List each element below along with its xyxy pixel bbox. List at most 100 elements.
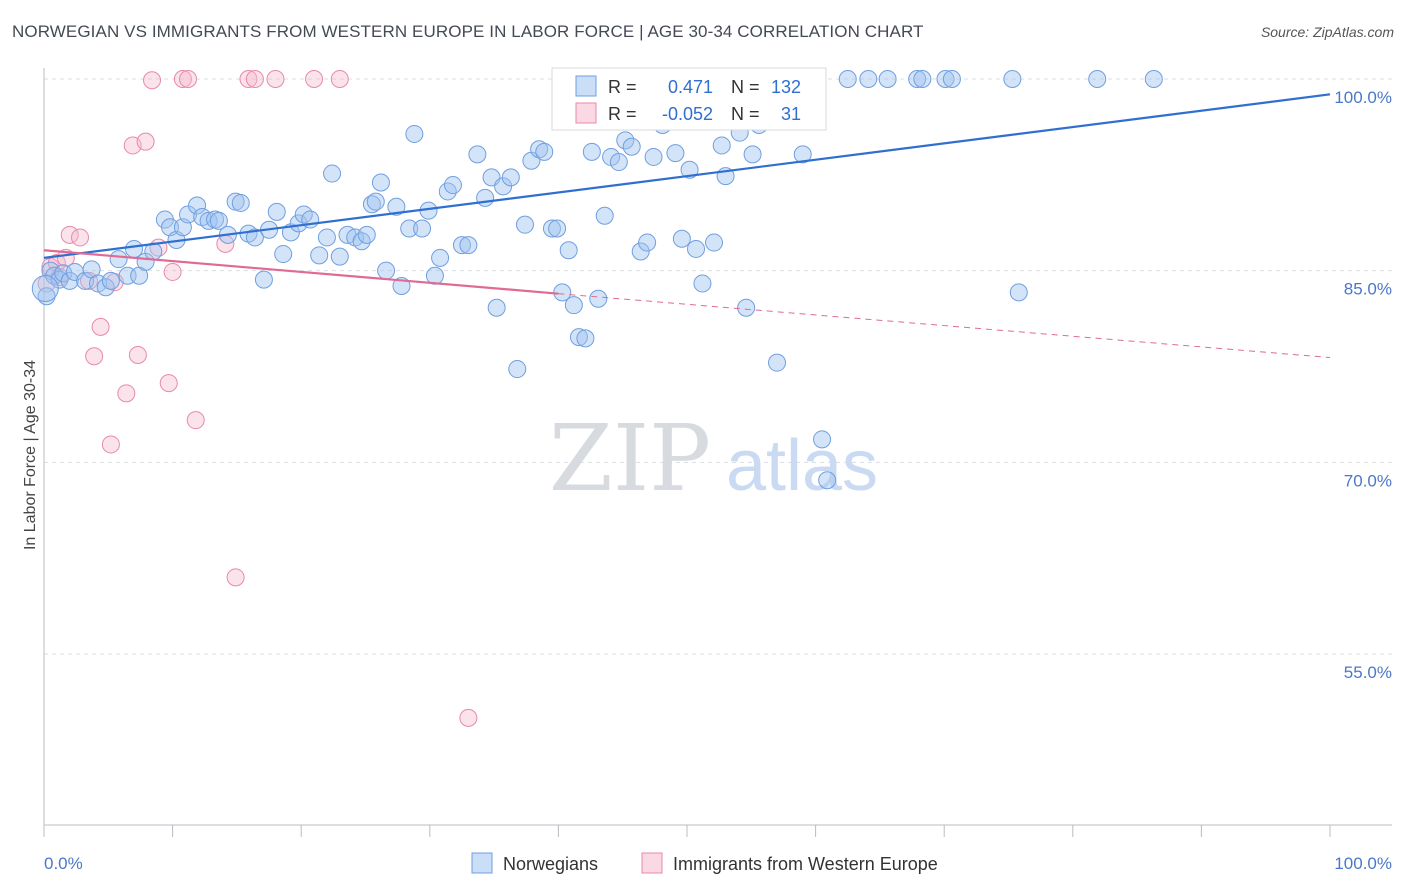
y-tick-label: 85.0%	[1344, 280, 1392, 299]
norwegian-point	[101, 271, 120, 290]
y-axis-title: In Labor Force | Age 30-34	[22, 360, 39, 550]
norwegian-point	[405, 124, 424, 143]
grid-lines	[44, 78, 1392, 655]
norwegian-point	[476, 188, 495, 207]
watermark-zip: ZIP	[549, 405, 711, 512]
norwegian-point	[680, 160, 699, 179]
immigrants-point	[60, 225, 79, 244]
norwegian-point	[818, 471, 837, 490]
watermark: ZIP atlas	[549, 405, 878, 512]
immigrants-point	[266, 70, 285, 88]
norwegian-point	[936, 70, 955, 88]
norwegian-point	[693, 274, 712, 293]
norwegian-point	[274, 245, 293, 264]
legend-swatch-pink	[575, 102, 597, 124]
immigrants-point	[173, 70, 192, 88]
x-tick-label: 100.0%	[1334, 854, 1392, 873]
norwegian-point	[564, 296, 583, 315]
norwegian-point	[768, 353, 787, 372]
legend-r-value-1: 0.471	[668, 77, 713, 97]
norwegian-point	[245, 228, 264, 247]
norwegian-point	[357, 225, 376, 244]
immigrants-point	[143, 71, 162, 90]
norwegian-point	[1088, 70, 1107, 88]
immigrants-point	[186, 411, 205, 430]
legend-r-label-1: R =	[608, 77, 637, 97]
series-legend: Norwegians Immigrants from Western Europ…	[471, 852, 938, 874]
norwegian-point	[60, 271, 79, 290]
norwegian-point	[582, 142, 601, 161]
legend-swatch-blue	[575, 75, 597, 97]
norwegian-point	[452, 236, 471, 255]
norwegian-point	[687, 239, 706, 258]
norwegian-point	[743, 145, 762, 164]
immigrants-point	[239, 70, 258, 88]
norwegian-point	[666, 144, 685, 163]
norwegian-point	[323, 164, 342, 183]
legend-r-value-2: -0.052	[662, 104, 713, 124]
norwegian-point	[609, 153, 628, 172]
norwegian-point	[1009, 283, 1028, 302]
norwegian-point	[576, 329, 595, 348]
norwegian-point	[431, 248, 450, 267]
norwegian-point	[310, 246, 329, 265]
norwegian-point	[535, 142, 554, 161]
legend-n-label-2: N =	[731, 104, 760, 124]
norwegian-point	[1144, 70, 1163, 88]
immigrants-point	[330, 70, 349, 88]
source-label: Source: ZipAtlas.com	[1260, 24, 1394, 40]
bottom-legend-swatch-norwegians	[471, 852, 493, 874]
immigrants-point	[101, 435, 120, 454]
norwegian-point	[387, 197, 406, 216]
legend-n-label-1: N =	[731, 77, 760, 97]
immigrants-point	[117, 384, 136, 403]
immigrants-point	[85, 347, 104, 366]
norwegian-point	[413, 219, 432, 238]
immigrants-point	[305, 70, 324, 88]
norwegian-point	[595, 206, 614, 225]
norwegian-point	[54, 264, 73, 283]
immigrants-point	[163, 262, 182, 281]
norwegian-point	[793, 145, 812, 164]
norwegian-point	[231, 193, 250, 212]
bottom-legend-immigrants: Immigrants from Western Europe	[673, 854, 938, 874]
norwegian-point	[487, 298, 506, 317]
norwegian-point	[501, 168, 520, 187]
norwegian-point	[188, 196, 207, 215]
norwegian-point	[254, 270, 273, 289]
y-tick-label: 55.0%	[1344, 663, 1392, 682]
norwegian-point	[377, 261, 396, 280]
norwegian-point	[1003, 70, 1022, 88]
immigrants-trend-extension	[558, 293, 1331, 359]
norwegian-point	[530, 140, 549, 159]
norwegian-point	[31, 275, 59, 303]
norwegian-point	[559, 241, 578, 260]
axes	[43, 68, 1392, 837]
immigrants-trend-line	[43, 249, 559, 295]
norwegian-point	[622, 137, 641, 156]
immigrants-point	[245, 70, 264, 88]
norwegian-point	[515, 215, 534, 234]
norwegian-point	[908, 70, 927, 88]
norwegian-point	[644, 147, 663, 166]
immigrants-point	[71, 228, 90, 247]
immigrants-point	[91, 317, 110, 336]
norwegian-points	[31, 70, 1163, 490]
legend-n-value-1: 132	[771, 77, 801, 97]
immigrants-point	[128, 346, 147, 364]
legend-n-value-2: 31	[781, 104, 801, 124]
norwegian-point	[330, 247, 349, 266]
watermark-atlas: atlas	[726, 426, 878, 506]
immigrants-point	[159, 374, 178, 393]
norwegian-point	[913, 70, 932, 88]
bottom-legend-swatch-immigrants	[641, 852, 663, 874]
immigrants-points	[37, 70, 478, 727]
norwegian-point	[542, 219, 561, 238]
norwegian-point	[737, 298, 756, 317]
norwegian-point	[638, 233, 657, 252]
norwegian-point	[109, 250, 128, 269]
x-tick-label: 0.0%	[44, 854, 83, 873]
norwegian-point	[631, 242, 650, 261]
y-tick-label: 100.0%	[1334, 88, 1392, 107]
